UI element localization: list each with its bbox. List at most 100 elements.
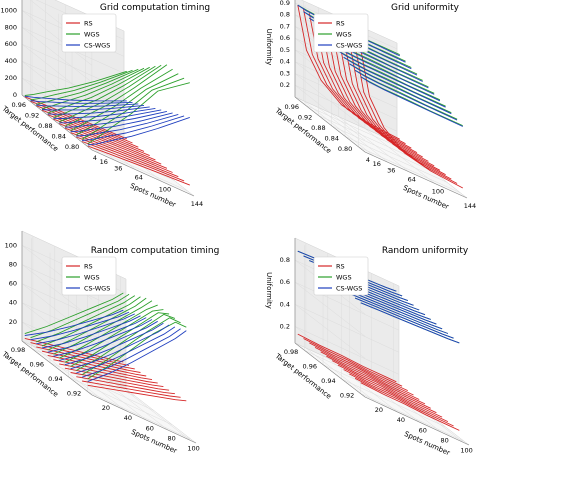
series-line-rs [53, 118, 156, 161]
y-tick-label: 0.98 [11, 346, 25, 354]
x-tick-label: 100 [187, 444, 199, 452]
x-tick-label: 64 [408, 176, 416, 184]
legend-label: CS-WGS [84, 285, 110, 293]
x-tick-label: 36 [387, 167, 395, 175]
legend-label: WGS [84, 274, 100, 282]
x-tick-label: 40 [124, 414, 132, 422]
series-line-cs-wgs [76, 113, 179, 137]
x-tick-label: 100 [159, 186, 171, 194]
y-tick-label: 0.88 [38, 122, 52, 130]
series-line-rs [320, 21, 423, 158]
series-line-cs-wgs [47, 106, 150, 115]
series-line-rs [360, 382, 460, 431]
z-tick-label: 0.8 [280, 11, 290, 19]
series-line-rs [81, 141, 185, 182]
series-line-wgs [24, 292, 124, 335]
y-tick-label: 0.96 [285, 103, 299, 111]
series-line-rs [326, 355, 426, 405]
series-line-wgs [53, 65, 156, 118]
series-line-cs-wgs [354, 297, 454, 339]
series-line-rs [64, 127, 168, 169]
series-line-rs [87, 384, 187, 402]
series-line-cs-wgs [41, 104, 145, 111]
series-line-rs [76, 376, 175, 395]
series-line-rs [41, 350, 141, 373]
series-line-wgs [59, 304, 158, 359]
chart-title: Grid uniformity [391, 3, 460, 13]
z-tick-label: 0 [13, 91, 17, 99]
z-tick-label: 1000 [0, 6, 17, 14]
x-tick-label: 100 [460, 446, 472, 454]
chart-title: Random computation timing [91, 246, 220, 256]
series-line-cs-wgs [360, 76, 463, 127]
legend-label: CS-WGS [336, 285, 362, 293]
series-line-cs-wgs [70, 112, 173, 133]
series-line-cs-wgs [59, 109, 162, 124]
x-axis-line [91, 149, 195, 197]
series-line-rs [337, 33, 441, 171]
legend-label: RS [336, 263, 345, 271]
series-line-cs-wgs [64, 110, 167, 128]
x-tick-label: 16 [100, 158, 108, 166]
y-tick-label: 0.84 [325, 134, 339, 142]
series-line-rs [337, 364, 437, 414]
x-axis-line [364, 151, 468, 199]
z-tick-label: 0.2 [280, 322, 290, 330]
series-line-rs [314, 346, 414, 396]
z-tick-label: 800 [5, 23, 17, 31]
z-tick-label: 600 [5, 40, 17, 48]
x-tick-label: 20 [375, 406, 383, 414]
series-line-wgs [64, 309, 164, 363]
legend-label: RS [336, 20, 345, 28]
z-tick-label: 40 [9, 299, 17, 307]
series-line-wgs [36, 295, 136, 343]
y-tick-label: 0.92 [340, 391, 354, 399]
series-line-cs-wgs [87, 116, 190, 146]
series-line-rs [64, 367, 164, 388]
series-line-rs [76, 136, 179, 178]
y-tick-label: 0.96 [303, 363, 317, 371]
y-tick-label: 0.84 [52, 132, 66, 140]
series-line-rs [349, 373, 449, 423]
series-line-cs-wgs [76, 326, 176, 374]
y-axis-line [294, 342, 366, 398]
series-line-rs [354, 377, 454, 427]
series-line-wgs [30, 69, 133, 101]
legend-label: WGS [84, 31, 100, 39]
series-line-wgs [47, 66, 150, 114]
chart-panel: 204060801000.920.940.960.9820406080100Sp… [0, 230, 220, 455]
series-line-cs-wgs [24, 95, 127, 102]
legend-label: WGS [336, 274, 352, 282]
legend: RS WGS CS-WGS [313, 256, 369, 296]
series-line-rs [325, 25, 429, 162]
y-tick-label: 0.98 [284, 348, 298, 356]
series-line-wgs [24, 70, 127, 96]
z-tick-label: 200 [5, 74, 17, 82]
x-tick-label: 20 [102, 404, 110, 412]
series-line-rs [47, 114, 150, 157]
series-line-rs [297, 5, 401, 140]
series-line-cs-wgs [24, 309, 124, 336]
legend-label: CS-WGS [84, 42, 110, 50]
y-tick-label: 0.80 [65, 143, 79, 151]
legend: RS WGS CS-WGS [61, 13, 117, 53]
z-tick-label: 0.4 [280, 58, 290, 66]
x-axis-line [364, 396, 470, 446]
x-tick-label: 100 [432, 188, 444, 196]
z-axis-label: Uniformity [265, 29, 273, 66]
series-line-cs-wgs [30, 311, 130, 341]
x-tick-label: 40 [397, 416, 405, 424]
series-line-cs-wgs [36, 103, 139, 108]
y-tick-label: 0.92 [67, 389, 81, 397]
series-line-cs-wgs [349, 292, 449, 334]
y-tick-label: 0.80 [338, 145, 352, 153]
series-line-wgs [87, 321, 187, 380]
z-tick-label: 0.9 [280, 0, 290, 7]
series-line-cs-wgs [30, 100, 133, 104]
series-line-cs-wgs [343, 56, 446, 108]
x-tick-label: 60 [419, 426, 427, 434]
series-line-cs-wgs [343, 288, 443, 330]
series-line-wgs [76, 313, 176, 371]
series-line-rs [70, 372, 170, 391]
series-line-cs-wgs [354, 69, 458, 121]
